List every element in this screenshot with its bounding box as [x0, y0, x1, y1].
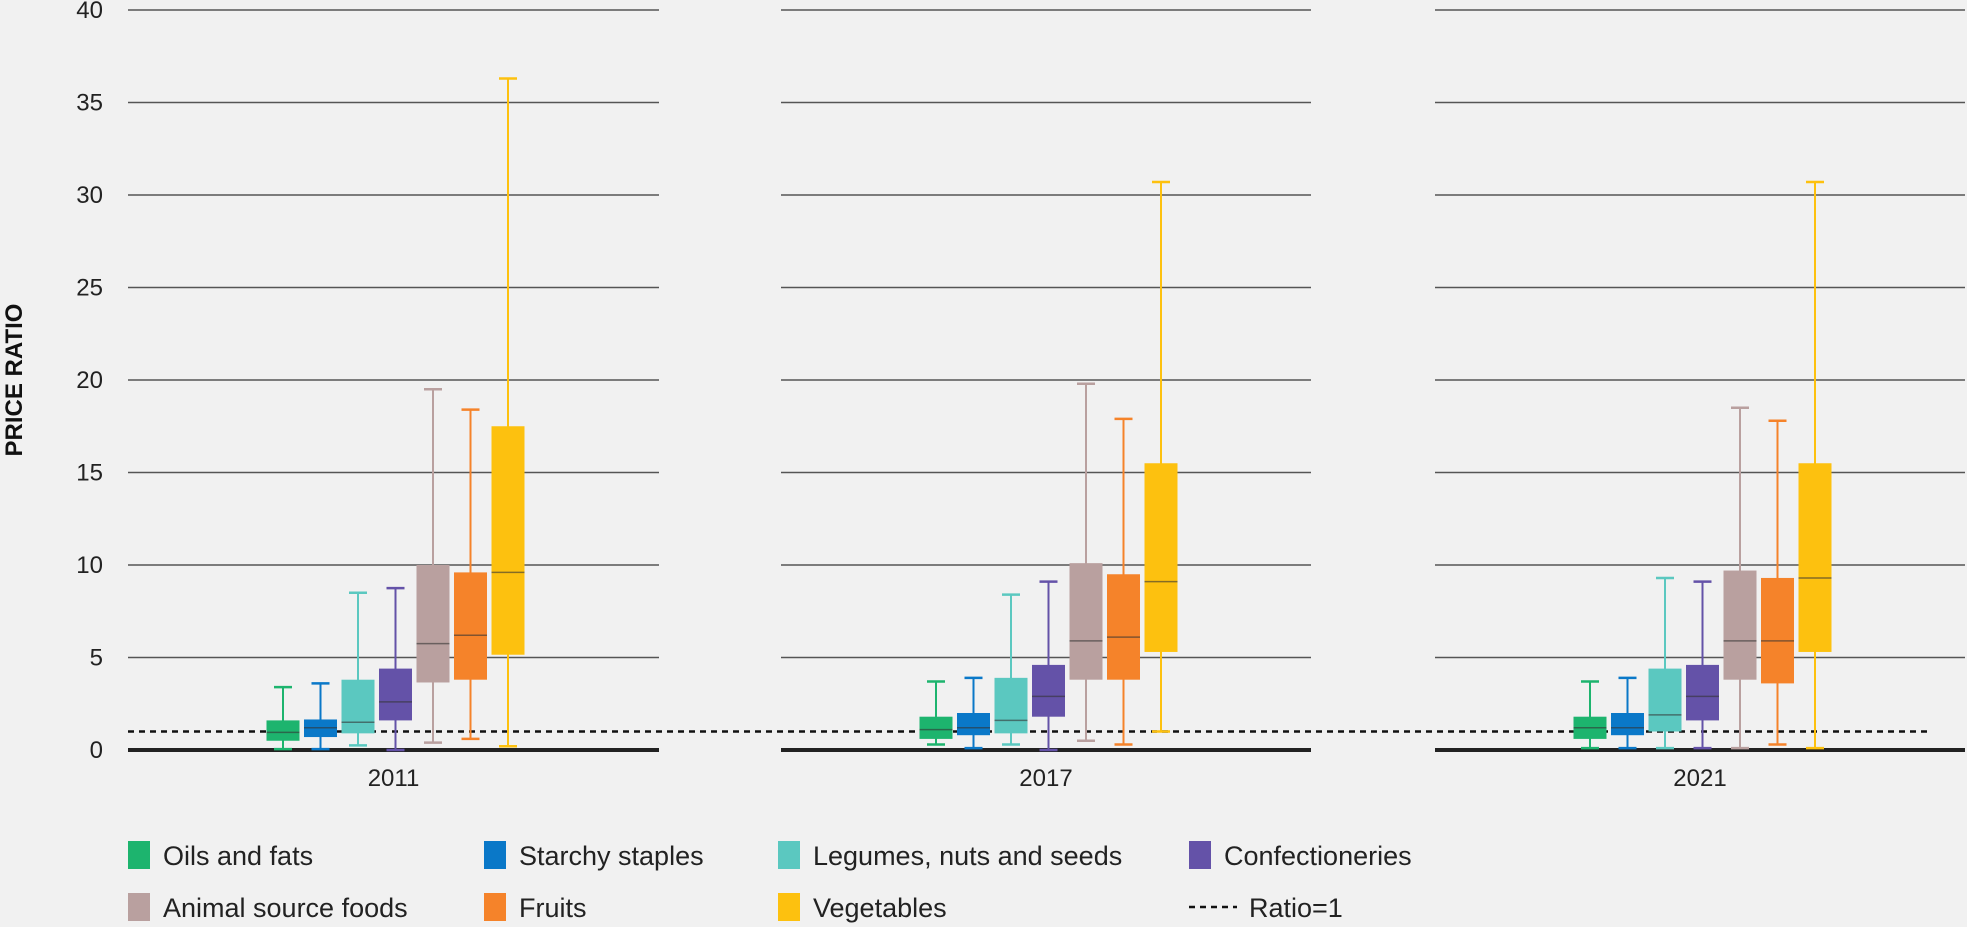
box [957, 713, 990, 736]
legend-label: Legumes, nuts and seeds [813, 841, 1122, 871]
legend-swatch [778, 841, 800, 869]
y-tick-label: 40 [76, 0, 103, 24]
box [341, 679, 375, 734]
box [1069, 563, 1103, 680]
box [416, 565, 450, 683]
box [379, 668, 412, 721]
legend-label: Fruits [519, 893, 587, 923]
legend-swatch [484, 893, 506, 921]
box [1144, 463, 1178, 652]
legend-label: Starchy staples [519, 841, 704, 871]
box-2021-3 [1686, 580, 1719, 750]
legend-swatch [1189, 841, 1211, 869]
box-2011-4 [416, 388, 450, 744]
legend-item: Vegetables [778, 893, 947, 923]
box-2017-1 [957, 676, 990, 750]
box-2011-5 [454, 408, 487, 741]
box-2017-6 [1144, 180, 1178, 733]
legend-item: Ratio=1 [1189, 893, 1343, 923]
legend-swatch [128, 893, 150, 921]
legend-item: Oils and fats [128, 841, 313, 871]
legend-item: Animal source foods [128, 893, 408, 923]
legend-item: Confectioneries [1189, 841, 1412, 871]
box [1107, 574, 1140, 680]
box [1611, 713, 1644, 736]
legend-label: Oils and fats [163, 841, 313, 871]
legend-swatch [128, 841, 150, 869]
legend-label: Ratio=1 [1249, 893, 1343, 923]
box-2011-6 [491, 77, 525, 748]
legend-swatch [778, 893, 800, 921]
y-tick-label: 20 [76, 367, 103, 394]
box-2017-4 [1069, 382, 1103, 742]
legend-item: Legumes, nuts and seeds [778, 841, 1122, 871]
y-tick-label: 5 [90, 645, 103, 672]
y-tick-label: 10 [76, 552, 103, 579]
legend-item: Starchy staples [484, 841, 704, 871]
box-2017-0 [919, 680, 953, 746]
y-tick-label: 25 [76, 275, 103, 302]
panel-label: 2021 [1673, 765, 1726, 792]
y-axis-label: PRICE RATIO [1, 304, 28, 457]
legend-label: Confectioneries [1224, 841, 1412, 871]
box [919, 716, 953, 739]
y-tick-label: 0 [90, 737, 103, 764]
box-2021-6 [1798, 180, 1832, 750]
legend-swatch [484, 841, 506, 869]
box-2011-0 [266, 685, 300, 751]
box [1723, 570, 1757, 680]
box [1032, 664, 1065, 717]
box-2021-5 [1761, 419, 1794, 746]
box-2021-0 [1573, 680, 1607, 750]
y-tick-label: 15 [76, 460, 103, 487]
panel-label: 2017 [1019, 765, 1072, 792]
box-2017-3 [1032, 580, 1065, 752]
box-2021-4 [1723, 406, 1757, 750]
box [994, 677, 1028, 734]
legend-label: Vegetables [813, 893, 947, 923]
legend-label: Animal source foods [163, 893, 408, 923]
box [1686, 664, 1719, 721]
panel-label: 2011 [368, 765, 420, 792]
y-tick-label: 35 [76, 90, 103, 117]
box-2017-2 [994, 593, 1028, 746]
box [454, 572, 487, 680]
box [1648, 668, 1682, 732]
box-2021-1 [1611, 676, 1644, 750]
box-2011-3 [379, 586, 412, 752]
y-tick-label: 30 [76, 182, 103, 209]
legend-item: Fruits [484, 893, 587, 923]
box-2017-5 [1107, 417, 1140, 746]
box [491, 426, 525, 655]
box [266, 720, 300, 741]
box-2011-2 [341, 591, 375, 747]
box-2011-1 [304, 682, 337, 751]
box [1761, 577, 1794, 684]
box-2021-2 [1648, 576, 1682, 750]
box [1798, 463, 1832, 652]
